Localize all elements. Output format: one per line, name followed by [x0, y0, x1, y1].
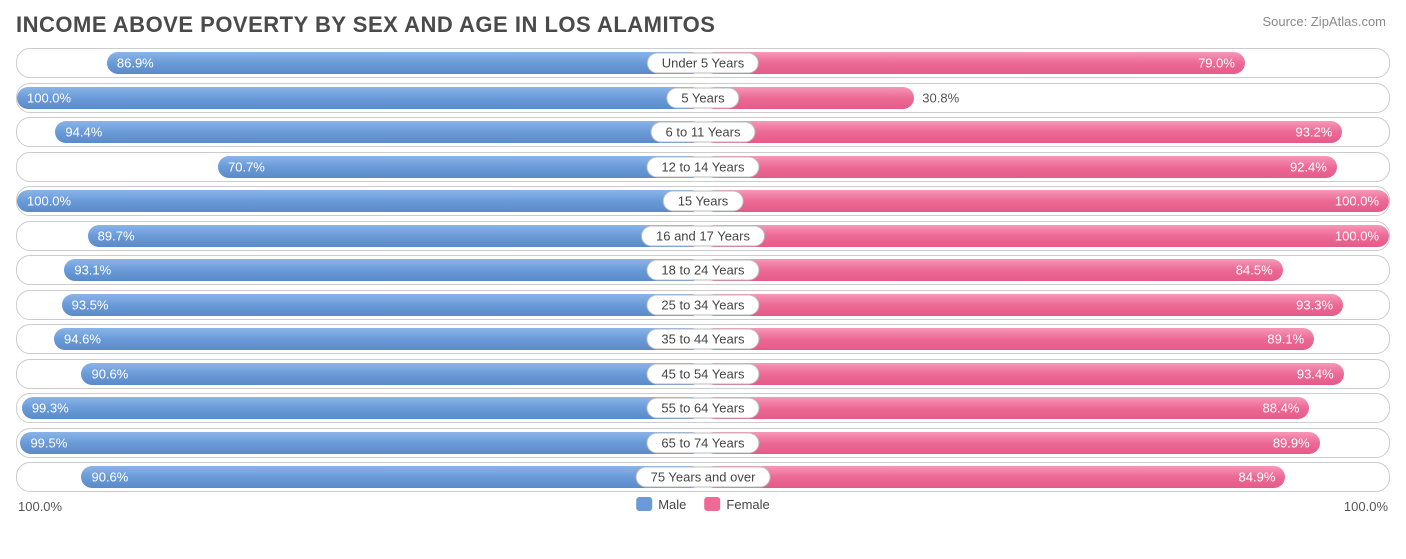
chart-row: 99.3% 88.4% 55 to 64 Years: [16, 393, 1390, 423]
female-bar: 88.4%: [703, 397, 1309, 419]
male-value: 93.5%: [72, 297, 109, 312]
category-label: 25 to 34 Years: [646, 294, 759, 315]
chart-row: 93.5% 93.3% 25 to 34 Years: [16, 290, 1390, 320]
female-value: 100.0%: [1335, 194, 1379, 209]
category-label: 5 Years: [666, 87, 739, 108]
category-label: 35 to 44 Years: [646, 329, 759, 350]
male-bar: 89.7%: [88, 225, 703, 247]
female-bar: 84.9%: [703, 466, 1285, 488]
category-label: 15 Years: [663, 191, 744, 212]
chart-row: 100.0% 100.0% 15 Years: [16, 186, 1390, 216]
female-value: 92.4%: [1290, 159, 1327, 174]
male-bar: 100.0%: [17, 190, 703, 212]
male-value: 70.7%: [228, 159, 265, 174]
female-value: 93.3%: [1296, 297, 1333, 312]
male-value: 99.3%: [32, 401, 69, 416]
category-label: 18 to 24 Years: [646, 260, 759, 281]
female-value: 84.9%: [1239, 470, 1276, 485]
diverging-bar-chart: 86.9% 79.0% Under 5 Years 100.0% 30.8% 5 Year…: [16, 48, 1390, 492]
female-bar: 93.4%: [703, 363, 1344, 385]
chart-row: 94.4% 93.2% 6 to 11 Years: [16, 117, 1390, 147]
male-value: 94.6%: [64, 332, 101, 347]
category-label: 65 to 74 Years: [646, 432, 759, 453]
male-bar: 86.9%: [107, 52, 703, 74]
category-label: 75 Years and over: [636, 467, 771, 488]
female-value: 30.8%: [922, 90, 959, 105]
male-value: 94.4%: [65, 125, 102, 140]
female-bar: 92.4%: [703, 156, 1337, 178]
axis-row: 100.0% Male Female 100.0%: [16, 497, 1390, 519]
chart-row: 90.6% 93.4% 45 to 54 Years: [16, 359, 1390, 389]
male-bar: 94.6%: [54, 328, 703, 350]
chart-row: 100.0% 30.8% 5 Years: [16, 83, 1390, 113]
chart-row: 99.5% 89.9% 65 to 74 Years: [16, 428, 1390, 458]
female-bar: 93.2%: [703, 121, 1342, 143]
female-bar: 84.5%: [703, 259, 1283, 281]
male-bar: 93.5%: [62, 294, 703, 316]
male-value: 86.9%: [117, 56, 154, 71]
male-value: 99.5%: [30, 435, 67, 450]
female-value: 88.4%: [1263, 401, 1300, 416]
legend-item-female: Female: [704, 497, 769, 512]
male-bar: 90.6%: [81, 466, 703, 488]
chart-row: 89.7% 100.0% 16 and 17 Years: [16, 221, 1390, 251]
male-value: 90.6%: [91, 366, 128, 381]
legend-label-female: Female: [726, 497, 769, 512]
female-value: 84.5%: [1236, 263, 1273, 278]
female-bar: 89.1%: [703, 328, 1314, 350]
chart-row: 94.6% 89.1% 35 to 44 Years: [16, 324, 1390, 354]
female-bar: 93.3%: [703, 294, 1343, 316]
female-value: 93.4%: [1297, 366, 1334, 381]
male-value: 89.7%: [98, 228, 135, 243]
female-bar: 89.9%: [703, 432, 1320, 454]
legend-item-male: Male: [636, 497, 686, 512]
axis-left-max: 100.0%: [18, 499, 62, 514]
female-value: 93.2%: [1295, 125, 1332, 140]
male-value: 93.1%: [74, 263, 111, 278]
male-bar: 100.0%: [17, 87, 703, 109]
male-bar: 99.5%: [20, 432, 703, 454]
female-value: 89.9%: [1273, 435, 1310, 450]
legend-swatch-male: [636, 497, 652, 511]
legend-label-male: Male: [658, 497, 686, 512]
male-bar: 90.6%: [81, 363, 703, 385]
category-label: 16 and 17 Years: [641, 225, 765, 246]
chart-row: 70.7% 92.4% 12 to 14 Years: [16, 152, 1390, 182]
chart-row: 93.1% 84.5% 18 to 24 Years: [16, 255, 1390, 285]
category-label: Under 5 Years: [647, 53, 759, 74]
male-bar: 94.4%: [55, 121, 703, 143]
female-bar: 100.0%: [703, 190, 1389, 212]
male-value: 100.0%: [27, 90, 71, 105]
female-value: 100.0%: [1335, 228, 1379, 243]
category-label: 12 to 14 Years: [646, 156, 759, 177]
female-value: 89.1%: [1267, 332, 1304, 347]
male-bar: 93.1%: [64, 259, 703, 281]
category-label: 55 to 64 Years: [646, 398, 759, 419]
chart-title: INCOME ABOVE POVERTY BY SEX AND AGE IN L…: [16, 12, 1390, 38]
female-bar: 100.0%: [703, 225, 1389, 247]
male-bar: 70.7%: [218, 156, 703, 178]
category-label: 45 to 54 Years: [646, 363, 759, 384]
chart-row: 90.6% 84.9% 75 Years and over: [16, 462, 1390, 492]
category-label: 6 to 11 Years: [651, 122, 756, 143]
legend: Male Female: [636, 497, 770, 512]
source-attribution: Source: ZipAtlas.com: [1262, 14, 1386, 29]
chart-row: 86.9% 79.0% Under 5 Years: [16, 48, 1390, 78]
legend-swatch-female: [704, 497, 720, 511]
male-value: 100.0%: [27, 194, 71, 209]
female-bar: 79.0%: [703, 52, 1245, 74]
axis-right-max: 100.0%: [1344, 499, 1388, 514]
male-bar: 99.3%: [22, 397, 703, 419]
male-value: 90.6%: [91, 470, 128, 485]
female-value: 79.0%: [1198, 56, 1235, 71]
